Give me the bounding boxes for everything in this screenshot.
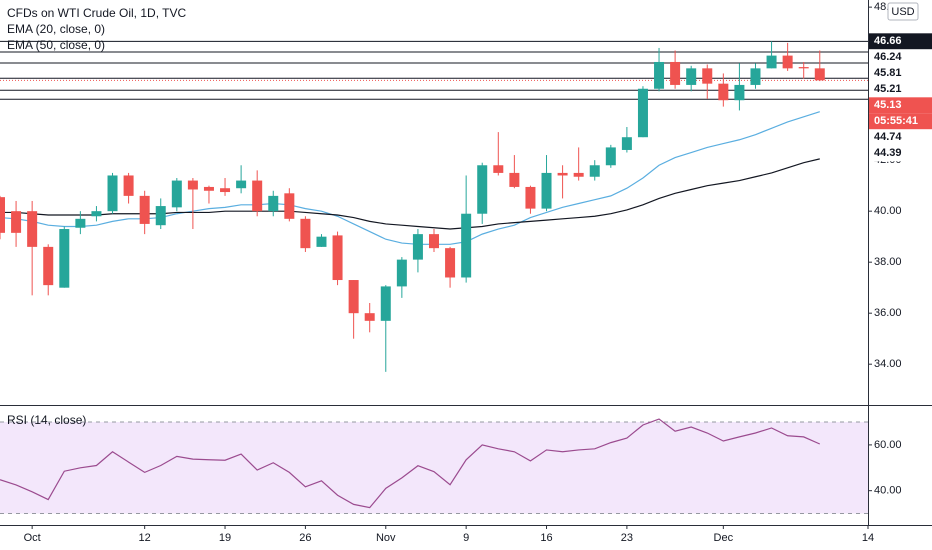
candle-body [59, 229, 70, 288]
candle-body [139, 195, 150, 224]
price-label-box [869, 65, 932, 82]
price-label-box [869, 33, 932, 50]
candle-body [75, 218, 86, 228]
candle-body [155, 206, 166, 226]
chart-title: CFDs on WTI Crude Oil, 1D, TVC [7, 6, 186, 20]
candle-body [11, 211, 22, 233]
price-label-box [869, 97, 932, 114]
candle-body [525, 186, 536, 209]
y-tick-label: 40.00 [874, 485, 902, 497]
candle-body [445, 248, 456, 278]
y-tick-label: 36.00 [874, 307, 902, 319]
x-tick-label: 19 [219, 532, 231, 544]
candle-body [557, 172, 568, 176]
series-line [0, 418, 821, 509]
price-label-box [869, 49, 932, 66]
candle-body [0, 197, 5, 233]
x-tick-label: 12 [139, 532, 151, 544]
candle-body [734, 84, 745, 101]
candle-body [573, 172, 584, 177]
candle-body [220, 188, 231, 193]
candle-body [171, 180, 182, 208]
price-label: 45.81 [874, 67, 902, 79]
price-label: 45.13 [874, 99, 902, 111]
price-label: 45.21 [874, 83, 902, 95]
candle-body [91, 211, 102, 217]
candle-body [380, 286, 391, 321]
x-tick-label: 9 [463, 532, 469, 544]
legend-entry: EMA (50, close, 0) [7, 38, 105, 52]
candle-body [348, 280, 359, 314]
candle-body [766, 55, 777, 69]
rsi-band [0, 422, 868, 514]
candle-body [718, 83, 729, 101]
x-tick-label: 16 [540, 532, 552, 544]
candle-body [798, 67, 809, 69]
candle-body [332, 235, 343, 281]
candle-body [493, 165, 504, 173]
candle-body [589, 165, 600, 177]
price-label: 46.66 [874, 35, 902, 47]
candle-body [750, 68, 761, 85]
series-line [0, 158, 820, 230]
candle-body [203, 186, 214, 191]
x-tick-label: Nov [376, 532, 396, 544]
candle-body [236, 180, 247, 189]
candle-body [364, 313, 375, 321]
candle-body [396, 259, 407, 287]
currency: USD [891, 6, 914, 18]
series-line [0, 111, 820, 245]
candle-body [268, 195, 279, 212]
price-label: 44.74 [874, 131, 902, 143]
candle-body [123, 175, 134, 196]
price-label-box [869, 129, 932, 146]
candle-body [702, 68, 713, 84]
x-tick-label: Oct [24, 532, 41, 544]
candle-body [670, 61, 681, 85]
candle-body [782, 55, 793, 69]
x-tick-label: 26 [299, 532, 311, 544]
candle-body [654, 61, 665, 89]
candle-body [284, 193, 295, 219]
candle-body [43, 246, 54, 286]
y-tick-label: 40.00 [874, 205, 902, 217]
candle-body [107, 175, 118, 212]
price-label-box [869, 145, 932, 162]
candle-body [814, 68, 825, 81]
legend-entry: RSI (14, close) [7, 413, 86, 427]
x-tick-label: 23 [621, 532, 633, 544]
price-label: 44.39 [874, 147, 902, 159]
candle-body [621, 137, 632, 150]
candle-body [477, 165, 488, 214]
y-tick-label: 38.00 [874, 256, 902, 268]
y-tick-label: 60.00 [874, 439, 902, 451]
candle-body [252, 180, 263, 212]
candle-body [509, 172, 520, 187]
price-label-box [869, 81, 932, 98]
candle-body [187, 180, 198, 190]
x-tick-label: 14 [862, 532, 874, 544]
price-label: 46.24 [874, 51, 902, 63]
rsi-panel [0, 421, 868, 515]
candle-body [686, 68, 697, 85]
countdown: 05:55:41 [874, 115, 918, 127]
candle-body [461, 213, 472, 278]
countdown-box [869, 113, 932, 130]
candle-body [316, 236, 327, 247]
currency-box [887, 2, 919, 21]
candle-body [637, 88, 648, 138]
candle-body [605, 147, 616, 166]
y-tick-label: 34.00 [874, 358, 902, 370]
candle-body [412, 234, 423, 260]
x-tick-label: Dec [714, 532, 734, 544]
legend-entry: EMA (20, close, 0) [7, 22, 105, 36]
candle-body [541, 172, 552, 209]
candle-body [300, 218, 311, 249]
candle-body [429, 234, 439, 249]
candle-body [27, 211, 38, 247]
